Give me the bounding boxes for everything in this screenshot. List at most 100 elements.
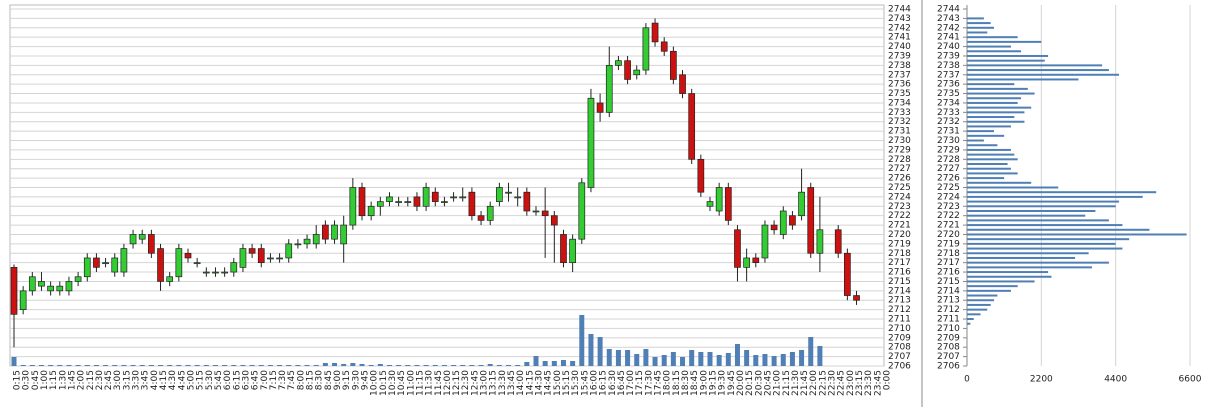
x-tick-label: 20:15 <box>745 370 755 396</box>
x-tick-label: 11:00 <box>406 370 416 396</box>
volume-bar <box>231 365 237 366</box>
x-tick-label: 0:45 <box>31 370 41 390</box>
profile-bar <box>967 247 1123 250</box>
x-tick-label: 13:30 <box>498 370 508 396</box>
x-tick-label: 13:00 <box>480 370 490 396</box>
volume-bar <box>267 365 273 366</box>
profile-bar <box>967 92 1035 95</box>
volume-bar <box>359 364 365 366</box>
candle-body <box>28 276 36 292</box>
candle-body <box>642 27 650 71</box>
x-tick-label: 7:15 <box>269 370 279 390</box>
profile-bar <box>967 87 1028 90</box>
volume-bar <box>222 365 228 366</box>
y-tick-label: 2736 <box>888 80 911 90</box>
candle-body <box>670 50 677 80</box>
y-tick-label: 2722 <box>937 211 960 221</box>
volume-bar <box>414 365 420 366</box>
x-tick-label: 9:15 <box>342 370 352 390</box>
candle-body <box>523 191 531 212</box>
y-tick-label: 2728 <box>937 155 960 165</box>
candle-body <box>532 210 540 213</box>
y-tick-label: 2721 <box>888 221 911 231</box>
volume-bar <box>423 365 429 366</box>
volume-bar <box>368 365 374 366</box>
x-tick-label: 0 <box>964 375 970 385</box>
x-tick-label: 6:30 <box>241 370 251 390</box>
volume-bar <box>277 365 283 366</box>
x-tick-label: 14:30 <box>535 370 545 396</box>
candle-body <box>468 191 476 217</box>
x-tick-label: 18:15 <box>672 370 682 396</box>
volume-bar <box>48 365 54 366</box>
candle-body <box>83 257 91 278</box>
x-tick-label: 12:45 <box>470 370 480 396</box>
y-tick-label: 2712 <box>888 305 911 315</box>
y-tick-label: 2739 <box>888 51 911 61</box>
y-tick-label: 2706 <box>888 362 911 372</box>
profile-bar <box>967 31 988 34</box>
y-tick-label: 2709 <box>937 333 960 343</box>
profile-bar <box>967 280 1035 283</box>
volume-bar <box>680 357 686 366</box>
candle-body <box>358 187 366 217</box>
y-tick-label: 2735 <box>888 89 911 99</box>
y-tick-label: 2742 <box>937 23 960 33</box>
candle-body <box>239 248 247 268</box>
profile-bar <box>967 26 995 29</box>
candle-body <box>715 187 723 212</box>
candle-body <box>734 229 741 268</box>
volume-bar <box>597 337 603 366</box>
y-tick-label: 2714 <box>937 286 960 296</box>
x-tick-label: 14:45 <box>544 370 554 396</box>
x-tick-label: 16:00 <box>589 370 599 396</box>
candle-body <box>844 252 851 296</box>
candle-body <box>157 248 164 282</box>
candle-body <box>340 224 348 245</box>
y-tick-label: 2734 <box>888 98 911 108</box>
candle-body <box>688 93 696 160</box>
candle-body <box>184 252 192 259</box>
y-tick-label: 2710 <box>937 324 960 334</box>
profile-bar <box>967 153 1015 156</box>
candle-body <box>148 234 155 254</box>
x-tick-label: 1:15 <box>49 370 59 390</box>
x-tick-label: 3:45 <box>141 370 151 390</box>
y-tick-label: 2738 <box>888 61 911 71</box>
x-tick-label: 15:45 <box>580 370 590 396</box>
x-tick-label: 7:45 <box>287 370 297 390</box>
x-tick-label: 11:30 <box>425 370 435 396</box>
x-tick-label: 23:00 <box>846 370 856 396</box>
y-tick-label: 2743 <box>937 14 960 24</box>
volume-bar <box>194 365 200 366</box>
x-tick-label: 8:45 <box>324 370 334 390</box>
y-tick-label: 2708 <box>937 343 960 353</box>
x-tick-label: 5:15 <box>196 370 206 390</box>
x-tick-label: 21:15 <box>782 370 792 396</box>
candle-body <box>816 229 824 254</box>
profile-bar <box>967 64 1103 67</box>
x-tick-label: 21:45 <box>800 370 810 396</box>
candle-body <box>706 201 714 207</box>
candle-body <box>587 97 595 188</box>
profile-bar <box>967 54 1049 57</box>
candle-body <box>724 187 732 221</box>
x-tick-label: 15:15 <box>562 370 572 396</box>
x-tick-label: 3:00 <box>113 370 123 390</box>
volume-bar <box>130 365 136 366</box>
y-tick-label: 2727 <box>937 164 960 174</box>
volume-bar <box>469 365 475 366</box>
profile-bar <box>967 45 1011 48</box>
x-tick-label: 23:45 <box>873 370 883 396</box>
volume-bar <box>304 365 310 366</box>
candle-body <box>697 158 705 193</box>
y-tick-label: 2706 <box>937 362 960 372</box>
x-tick-label: 17:30 <box>644 370 654 396</box>
candle-body <box>550 215 558 226</box>
volume-bar <box>734 344 740 366</box>
x-tick-label: 23:30 <box>864 370 874 396</box>
candle-body <box>212 271 219 274</box>
candle-body <box>349 187 357 226</box>
y-tick-label: 2729 <box>888 145 911 155</box>
y-tick-label: 2735 <box>937 89 960 99</box>
